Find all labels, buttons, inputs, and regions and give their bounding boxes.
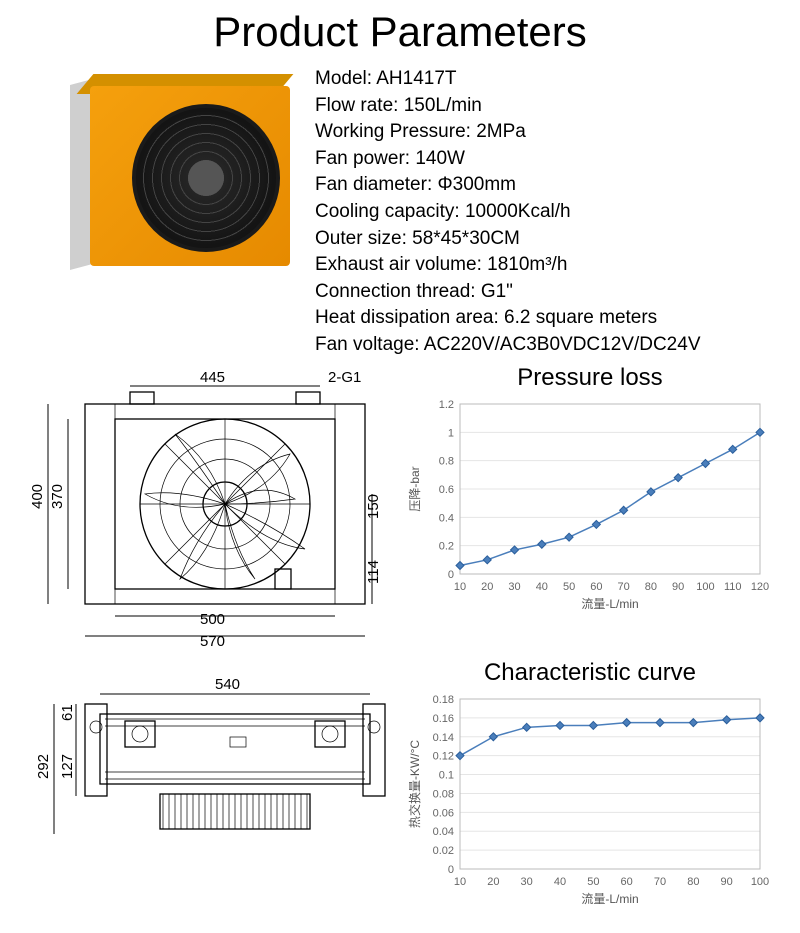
svg-text:0.14: 0.14 — [433, 731, 454, 743]
side-drawing: 540 61 127 292 — [30, 659, 395, 879]
bottom-section: 540 61 127 292 Characteristic curve 0 0.0… — [0, 654, 800, 914]
svg-text:30: 30 — [521, 876, 533, 888]
spec-row: Exhaust air volume: 1810m³/h — [315, 252, 701, 279]
svg-text:100: 100 — [751, 876, 769, 888]
characteristic-chart-box: Characteristic curve 0 0.02 0.04 0.06 0.08 0.… — [405, 659, 775, 914]
svg-text:流量-L/min: 流量-L/min — [581, 597, 638, 611]
svg-text:10: 10 — [454, 876, 466, 888]
svg-text:40: 40 — [554, 876, 566, 888]
spec-row: Outer size: 58*45*30CM — [315, 226, 701, 253]
svg-text:70: 70 — [618, 581, 630, 593]
dim-400: 400 — [30, 484, 46, 509]
svg-text:0.04: 0.04 — [433, 826, 454, 838]
svg-text:20: 20 — [481, 581, 493, 593]
svg-text:90: 90 — [672, 581, 684, 593]
svg-text:90: 90 — [721, 876, 733, 888]
svg-text:10: 10 — [454, 581, 466, 593]
spec-row: Fan power: 140W — [315, 146, 701, 173]
characteristic-chart-title: Characteristic curve — [405, 659, 775, 687]
spec-row: Model: AH1417T — [315, 66, 701, 93]
pressure-chart-box: Pressure loss 0 0.2 0.4 0.6 0.8 1 1.2 10 20 30 40 5… — [405, 364, 775, 654]
svg-text:120: 120 — [751, 581, 769, 593]
product-photo — [60, 66, 305, 296]
svg-text:流量-L/min: 流量-L/min — [581, 892, 638, 906]
svg-text:0.08: 0.08 — [433, 788, 454, 800]
svg-text:50: 50 — [587, 876, 599, 888]
svg-text:0.8: 0.8 — [439, 455, 454, 467]
spec-row: Working Pressure: 2MPa — [315, 119, 701, 146]
spec-row: Heat dissipation area: 6.2 square meters — [315, 305, 701, 332]
svg-text:50: 50 — [563, 581, 575, 593]
svg-text:0.12: 0.12 — [433, 750, 454, 762]
svg-text:0.4: 0.4 — [439, 512, 454, 524]
svg-text:100: 100 — [696, 581, 714, 593]
dim-370: 370 — [49, 484, 66, 509]
dim-127: 127 — [59, 754, 76, 779]
svg-text:热交换量-KW/°C: 热交换量-KW/°C — [407, 739, 422, 827]
dim-540: 540 — [215, 676, 240, 693]
spec-row: Fan voltage: AC220V/AC3B0VDC12V/DC24V — [315, 332, 701, 359]
svg-text:80: 80 — [645, 581, 657, 593]
svg-text:0: 0 — [448, 864, 454, 876]
svg-text:1: 1 — [448, 427, 454, 439]
characteristic-chart-svg: 0 0.02 0.04 0.06 0.08 0.1 0.12 0.14 0.16 0.18 10 20… — [405, 689, 775, 909]
svg-text:1.2: 1.2 — [439, 399, 454, 411]
spec-row: Cooling capacity: 10000Kcal/h — [315, 199, 701, 226]
svg-text:60: 60 — [590, 581, 602, 593]
dim-500: 500 — [200, 611, 225, 628]
spec-list: Model: AH1417TFlow rate: 150L/minWorking… — [305, 66, 701, 359]
svg-text:压降-bar: 压降-bar — [408, 466, 422, 511]
mid-section: 445 2-G1 400 370 150 114 500 570 Pressur… — [0, 359, 800, 654]
dim-2g1: 2-G1 — [328, 369, 361, 386]
dim-445: 445 — [200, 369, 225, 386]
svg-text:0.2: 0.2 — [439, 540, 454, 552]
svg-text:0: 0 — [448, 569, 454, 581]
svg-text:0.02: 0.02 — [433, 845, 454, 857]
svg-text:30: 30 — [508, 581, 520, 593]
dim-114: 114 — [365, 560, 382, 584]
svg-text:0.16: 0.16 — [433, 712, 454, 724]
svg-text:0.18: 0.18 — [433, 694, 454, 706]
svg-text:70: 70 — [654, 876, 666, 888]
svg-text:20: 20 — [487, 876, 499, 888]
dim-61: 61 — [59, 704, 76, 721]
spec-row: Connection thread: G1" — [315, 279, 701, 306]
svg-text:0.06: 0.06 — [433, 807, 454, 819]
dim-150: 150 — [365, 494, 382, 519]
svg-text:0.6: 0.6 — [439, 484, 454, 496]
svg-text:80: 80 — [687, 876, 699, 888]
svg-text:110: 110 — [724, 581, 742, 593]
page-title: Product Parameters — [0, 0, 800, 56]
pressure-chart-svg: 0 0.2 0.4 0.6 0.8 1 1.2 10 20 30 40 50 60 70 80 90 100 11… — [405, 394, 775, 614]
svg-text:0.1: 0.1 — [439, 769, 454, 781]
svg-text:40: 40 — [536, 581, 548, 593]
dim-292: 292 — [35, 754, 52, 779]
top-section: Model: AH1417TFlow rate: 150L/minWorking… — [0, 56, 800, 359]
svg-text:60: 60 — [621, 876, 633, 888]
spec-row: Flow rate: 150L/min — [315, 93, 701, 120]
front-drawing: 445 2-G1 400 370 150 114 500 570 — [30, 364, 395, 654]
pressure-chart-title: Pressure loss — [405, 364, 775, 392]
spec-row: Fan diameter: Φ300mm — [315, 172, 701, 199]
